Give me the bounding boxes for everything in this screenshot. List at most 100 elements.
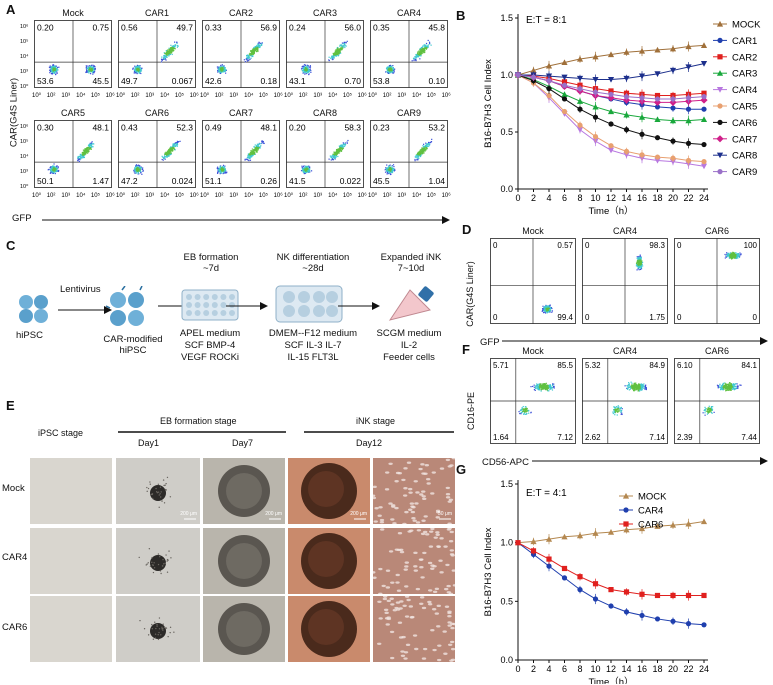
- quadrant-ul-value: 0.43: [121, 123, 138, 133]
- x-tick-labels: 10⁰ 10² 10³ 10⁴ 10⁵ 10⁶: [32, 92, 115, 99]
- event-dot: [168, 48, 170, 50]
- event-dot: [55, 169, 57, 171]
- data-point: [530, 67, 537, 74]
- event-dot: [344, 145, 346, 147]
- event-dot: [224, 169, 226, 171]
- event-dot: [138, 65, 140, 67]
- event-dot: [139, 169, 141, 172]
- event-dot: [428, 143, 430, 145]
- event-dot: [250, 152, 252, 155]
- quadrant-ll-value: 1.64: [493, 433, 509, 442]
- event-dot: [417, 56, 420, 58]
- event-dot: [170, 44, 172, 46]
- event-dot: [388, 72, 390, 74]
- quadrant-ll-value: 53.6: [37, 76, 54, 86]
- event-dot: [421, 150, 423, 153]
- event-dot: [725, 255, 727, 257]
- data-point: [670, 138, 676, 144]
- event-dot: [639, 268, 642, 271]
- event-dot: [303, 170, 305, 172]
- event-dot: [56, 168, 58, 170]
- panel-d-x-arrow: [502, 337, 768, 345]
- event-dot: [78, 155, 81, 158]
- event-dot: [392, 67, 394, 69]
- x-tick-label: 10⁶: [442, 192, 452, 199]
- event-dot: [136, 167, 139, 169]
- legend-marker: [717, 169, 723, 175]
- event-dot: [251, 153, 254, 155]
- event-dot: [724, 257, 726, 259]
- event-dot: [424, 148, 426, 150]
- event-dot: [86, 150, 88, 152]
- quadrant-ul-value: 0: [585, 241, 590, 250]
- event-dot: [309, 166, 311, 168]
- event-dot: [426, 147, 428, 149]
- event-dot: [165, 154, 168, 156]
- event-dot: [263, 142, 265, 145]
- event-dot: [139, 169, 141, 171]
- event-dot: [384, 169, 386, 171]
- event-dot: [333, 57, 336, 59]
- x-tick-labels: 10⁰ 10² 10³ 10⁴ 10⁵ 10⁶: [200, 192, 283, 199]
- event-dot: [218, 167, 220, 169]
- event-dot: [644, 385, 646, 387]
- event-dot: [50, 67, 52, 69]
- event-dot: [173, 148, 176, 150]
- event-dot: [549, 385, 551, 388]
- event-dot: [737, 257, 739, 259]
- quadrant-ur-value: 48.1: [92, 123, 109, 133]
- event-dot: [521, 411, 524, 413]
- event-dot: [306, 166, 308, 168]
- event-dot: [636, 386, 638, 389]
- event-dot: [53, 66, 55, 68]
- event-dot: [302, 166, 304, 168]
- data-point: [670, 105, 676, 111]
- event-dot: [389, 171, 391, 174]
- event-dot: [338, 145, 340, 147]
- data-point: [639, 131, 645, 137]
- event-dot: [640, 266, 642, 268]
- event-dot: [620, 413, 622, 415]
- event-dot: [385, 168, 387, 170]
- event-dot: [738, 255, 740, 257]
- event-dot: [542, 309, 544, 311]
- event-dot: [427, 39, 429, 42]
- event-dot: [55, 69, 57, 71]
- event-dot: [252, 53, 254, 55]
- event-dot: [308, 73, 310, 75]
- event-dot: [256, 44, 258, 47]
- event-dot: [332, 55, 334, 57]
- data-point: [670, 155, 676, 161]
- event-dot: [640, 267, 642, 269]
- y-tick-label: 0.0: [500, 184, 513, 194]
- event-dot: [520, 409, 523, 411]
- event-dot: [544, 383, 546, 385]
- event-dot: [220, 169, 222, 171]
- event-dot: [624, 385, 626, 387]
- event-dot: [226, 171, 228, 173]
- event-dot: [339, 148, 341, 150]
- event-dot: [639, 266, 642, 268]
- event-dot: [89, 146, 91, 148]
- event-dot: [332, 154, 335, 157]
- event-dot: [139, 168, 141, 170]
- event-dot: [251, 55, 253, 57]
- event-dot: [51, 70, 53, 72]
- event-dot: [541, 388, 543, 390]
- event-dot: [552, 383, 554, 385]
- event-dot: [391, 171, 394, 174]
- event-dot: [339, 51, 341, 53]
- flow-plot-area: 0.33 56.942.6 0.18: [202, 20, 280, 88]
- x-tick-label: 10⁵: [427, 192, 437, 199]
- flow-plot-area: 5.71 85.51.64 7.12: [490, 358, 576, 444]
- event-dot: [343, 43, 345, 45]
- event-dot: [621, 410, 623, 412]
- event-dot: [171, 45, 174, 48]
- event-dot: [56, 72, 58, 74]
- event-dot: [222, 66, 225, 68]
- plate-well: [211, 294, 218, 300]
- event-dot: [137, 69, 139, 71]
- event-dot: [224, 67, 226, 69]
- x-tick-label: 10²: [215, 93, 224, 99]
- event-dot: [638, 388, 640, 390]
